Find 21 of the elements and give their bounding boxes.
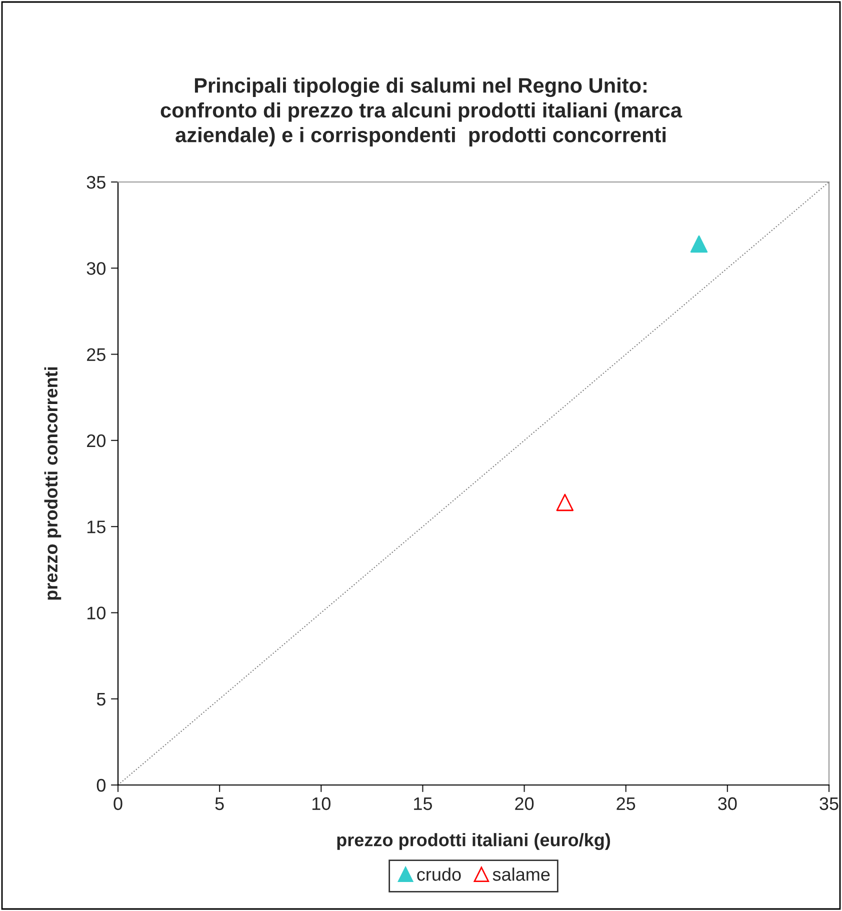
- y-tick-label: 15: [87, 520, 106, 534]
- x-tick-label: 10: [312, 797, 330, 810]
- y-tick-label: 20: [87, 434, 106, 448]
- legend-label: salame: [492, 868, 550, 881]
- x-tick-label: 5: [215, 797, 224, 810]
- y-axis-title: prezzo prodotti concorrenti: [44, 367, 62, 600]
- x-tick-label: 35: [820, 797, 838, 810]
- x-axis-title: prezzo prodotti italiani (euro/kg): [337, 833, 610, 850]
- chart-title: Principali tipologie di salumi nel Regno Unito: confronto di prezzo tra alcuni prodotti italiani (marca aziendale) e i corrispondenti prodotti concorrenti: [160, 78, 682, 146]
- x-tick-label: 30: [718, 797, 737, 810]
- y-tick-label: 35: [86, 176, 106, 189]
- x-tick-label: 0: [114, 797, 122, 810]
- y-tick-label: 5: [96, 692, 106, 706]
- x-tick-label: 15: [414, 797, 432, 810]
- y-tick-label: 10: [87, 606, 106, 620]
- y-tick-label: 0: [96, 778, 106, 792]
- legend-label: crudo: [417, 868, 461, 881]
- x-tick-label: 20: [515, 797, 534, 810]
- y-tick-label: 30: [86, 262, 106, 275]
- x-tick-label: 25: [616, 797, 636, 810]
- y-tick-label: 25: [87, 348, 106, 362]
